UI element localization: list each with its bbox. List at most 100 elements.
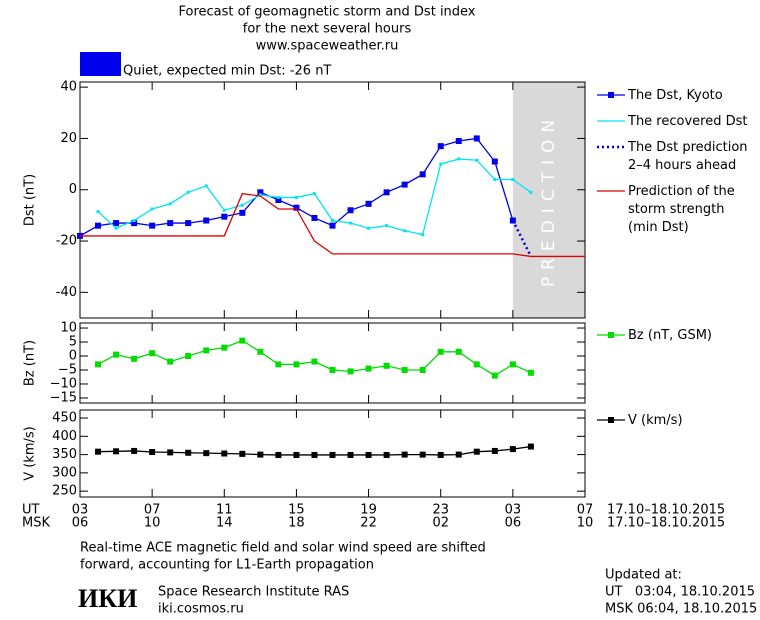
data-point <box>401 366 408 373</box>
data-point <box>186 190 190 194</box>
plot-frame <box>79 81 586 319</box>
plot-frame <box>79 409 586 498</box>
data-point <box>329 366 336 373</box>
data-point <box>276 195 280 199</box>
legend-label: V (km/s) <box>628 413 683 428</box>
data-point <box>275 361 282 368</box>
y-axis-label: Bz (nT) <box>23 340 38 386</box>
data-point <box>131 447 138 454</box>
data-point <box>239 450 246 457</box>
data-point <box>185 353 192 360</box>
prediction-band <box>512 82 585 318</box>
data-point <box>114 226 118 230</box>
data-point <box>113 220 120 227</box>
data-point <box>473 361 480 368</box>
date-label: 17.10–18.10.2015 <box>607 516 725 531</box>
data-point <box>509 446 516 453</box>
status-text: Quiet, expected min Dst: -26 nT <box>123 64 331 79</box>
data-point <box>257 451 264 458</box>
data-point <box>455 348 462 355</box>
logo: ИКИ <box>78 584 137 613</box>
data-point <box>293 451 300 458</box>
y-tick-label: 5 <box>69 335 77 350</box>
plot-frame <box>79 322 586 404</box>
data-point <box>401 181 408 188</box>
data-point <box>131 355 138 362</box>
y-tick-label: 300 <box>52 465 77 480</box>
data-point <box>132 219 136 223</box>
y-tick-label: −10 <box>50 376 77 391</box>
data-point <box>311 214 318 221</box>
data-point <box>149 222 156 229</box>
x-tick-label: 23 <box>432 503 449 518</box>
y-tick-label: 450 <box>52 411 77 426</box>
data-point <box>473 135 480 142</box>
data-point <box>168 202 172 206</box>
data-point <box>275 451 282 458</box>
data-point <box>311 358 318 365</box>
data-point <box>511 177 515 181</box>
x-tick-label: 03 <box>72 503 89 518</box>
data-point <box>349 221 353 225</box>
data-point <box>239 337 246 344</box>
y-tick-label: 20 <box>60 131 77 146</box>
x-tick-label: 11 <box>216 503 233 518</box>
data-point <box>258 193 262 197</box>
title: Forecast of geomagnetic storm and Dst in… <box>178 5 475 20</box>
data-point <box>203 347 210 354</box>
data-point <box>437 348 444 355</box>
x-tick-label-msk: 18 <box>288 516 305 531</box>
data-point <box>257 348 264 355</box>
institute-url: iki.cosmos.ru <box>158 602 244 617</box>
y-tick-label: 400 <box>52 429 77 444</box>
data-point <box>491 158 498 165</box>
data-point <box>312 192 316 196</box>
x-tick-label: 03 <box>505 503 522 518</box>
data-point <box>385 224 389 228</box>
data-point <box>347 451 354 458</box>
data-point <box>383 189 390 196</box>
data-point <box>475 158 479 162</box>
data-point <box>347 207 354 214</box>
y-tick-label: 250 <box>52 484 77 499</box>
data-point <box>167 220 174 227</box>
title: www.spaceweather.ru <box>256 39 399 54</box>
data-point <box>365 200 372 207</box>
data-point <box>203 450 210 457</box>
series-line <box>80 192 585 258</box>
y-tick-label: 40 <box>60 80 77 95</box>
y-tick-label: 10 <box>60 321 77 336</box>
data-point <box>365 451 372 458</box>
y-tick-label: -20 <box>56 234 77 249</box>
x-tick-label-msk: 10 <box>577 516 594 531</box>
data-point <box>419 366 426 373</box>
legend-label: Prediction of the storm strength (min Dst) <box>628 184 735 235</box>
series-line <box>79 137 514 237</box>
data-point <box>222 208 226 212</box>
x-tick-label-msk: 06 <box>72 516 89 531</box>
data-point <box>491 372 498 379</box>
data-point <box>421 233 425 237</box>
data-point <box>419 451 426 458</box>
data-point <box>167 449 174 456</box>
data-point <box>113 351 120 358</box>
series-line <box>511 219 533 257</box>
date-label: 17.10–18.10.2015 <box>607 503 725 518</box>
data-point <box>221 450 228 457</box>
legend-label: The Dst prediction 2–4 hours ahead <box>627 140 748 173</box>
x-tick-label-msk: 10 <box>144 516 161 531</box>
x-tick-label: 07 <box>144 503 161 518</box>
data-point <box>293 361 300 368</box>
data-point <box>403 229 407 233</box>
data-point <box>401 451 408 458</box>
row-label: UT <box>22 503 40 518</box>
data-point <box>437 143 444 150</box>
y-tick-label: −5 <box>58 362 77 377</box>
legend-label: The recovered Dst <box>627 114 747 129</box>
data-point <box>437 451 444 458</box>
data-point <box>131 220 138 227</box>
data-point <box>203 217 210 224</box>
x-tick-label-msk: 02 <box>432 516 449 531</box>
data-point <box>329 222 336 229</box>
